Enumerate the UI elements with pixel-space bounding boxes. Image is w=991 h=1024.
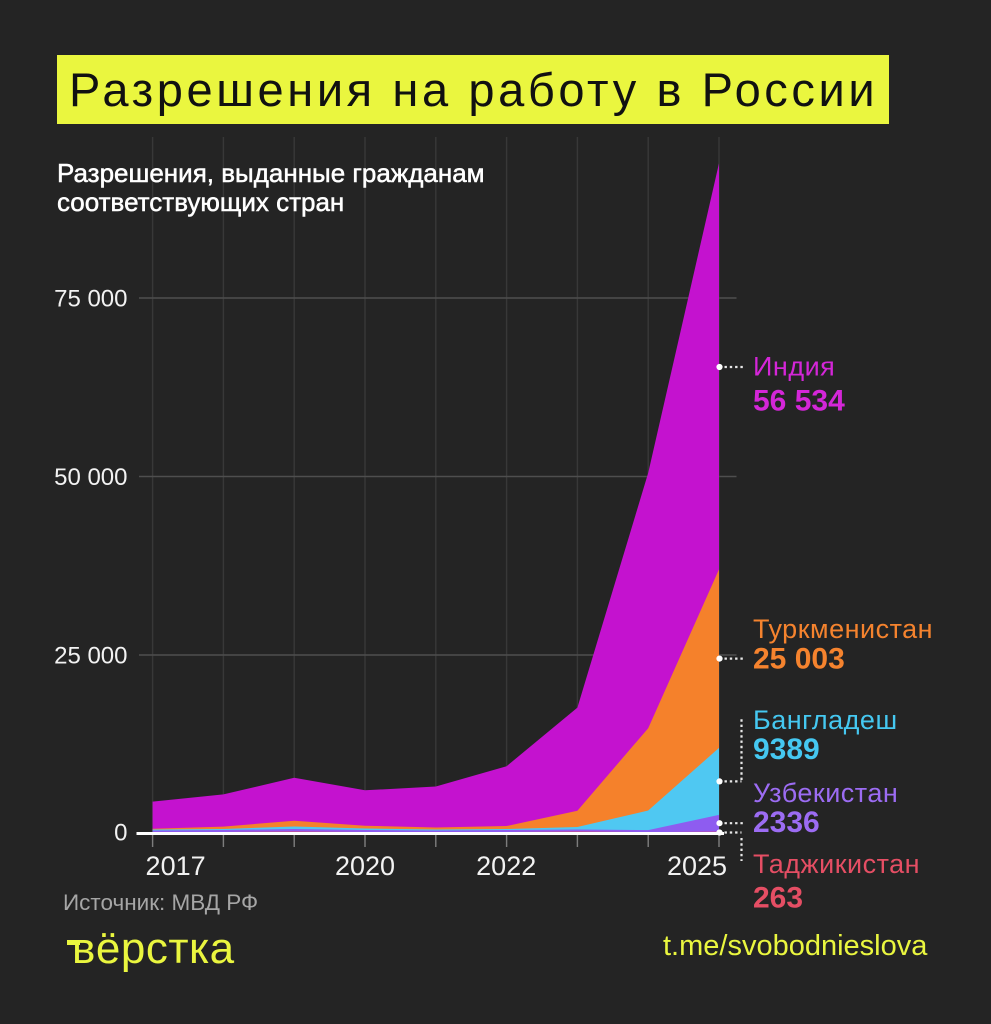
svg-text:56 534: 56 534 [753,385,845,418]
svg-text:2022: 2022 [476,851,536,881]
svg-text:Туркменистан: Туркменистан [753,614,933,644]
svg-text:2017: 2017 [146,851,206,881]
svg-text:Индия: Индия [753,352,835,382]
svg-text:2025: 2025 [667,851,727,881]
svg-text:75 000: 75 000 [54,286,127,313]
svg-text:2336: 2336 [753,806,820,839]
svg-text:Таджикистан: Таджикистан [753,849,920,879]
svg-text:50 000: 50 000 [54,464,127,491]
svg-text:25 000: 25 000 [54,643,127,670]
svg-text:Бангладеш: Бангладеш [753,705,898,735]
svg-text:263: 263 [753,882,803,915]
svg-text:0: 0 [114,820,127,847]
svg-text:Узбекистан: Узбекистан [753,778,898,808]
svg-text:9389: 9389 [753,733,820,766]
svg-text:25 003: 25 003 [753,643,845,676]
svg-text:2020: 2020 [335,851,395,881]
